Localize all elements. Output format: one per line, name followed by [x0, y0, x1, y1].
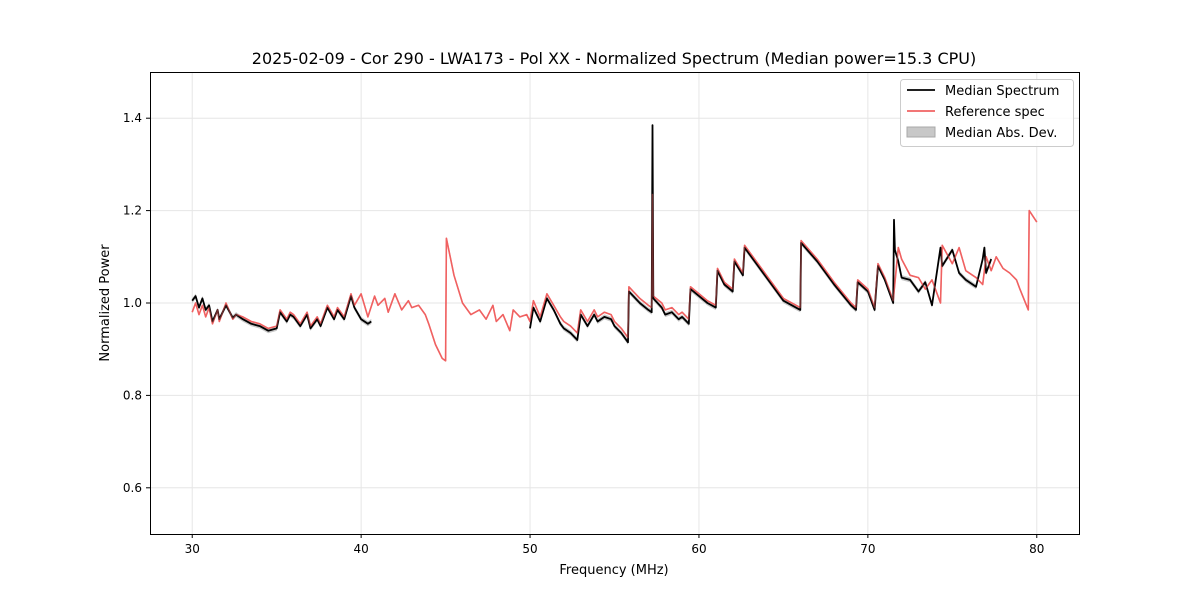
legend-box	[900, 79, 1074, 147]
median-spectrum-series	[191, 124, 1038, 362]
y-tick-label: 1.2	[123, 204, 142, 218]
y-tick-label: 1.4	[123, 111, 142, 125]
y-tick-label: 0.6	[123, 481, 142, 495]
median-spectrum-line	[529, 124, 993, 344]
x-tick-label: 60	[691, 542, 706, 556]
x-tick-label: 30	[185, 542, 200, 556]
median-spectrum-line	[191, 295, 372, 332]
legend-mad-label: Median Abs. Dev.	[945, 126, 1057, 141]
x-axis-ticks: 30 40 50 60 70 80	[185, 534, 1044, 556]
legend-reference-label: Reference spec	[945, 105, 1045, 120]
plot-area-frame	[150, 72, 1080, 535]
x-tick-label: 80	[1029, 542, 1044, 556]
x-tick-label: 70	[860, 542, 875, 556]
y-tick-label: 0.8	[123, 388, 142, 402]
y-axis-label: Normalized Power	[98, 244, 113, 362]
x-tick-label: 40	[353, 542, 368, 556]
reference-overlay-line	[191, 193, 1038, 362]
chart-title: 2025-02-09 - Cor 290 - LWA173 - Pol XX -…	[252, 49, 976, 68]
legend: Median Spectrum Reference spec Median Ab…	[900, 79, 1074, 147]
x-tick-label: 50	[522, 542, 537, 556]
legend-median-label: Median Spectrum	[945, 84, 1059, 99]
y-tick-label: 1.0	[123, 296, 142, 310]
legend-mad-swatch	[906, 126, 936, 138]
x-axis-label: Frequency (MHz)	[559, 563, 668, 578]
y-axis-ticks: 0.6 0.8 1.0 1.2 1.4	[123, 111, 150, 495]
